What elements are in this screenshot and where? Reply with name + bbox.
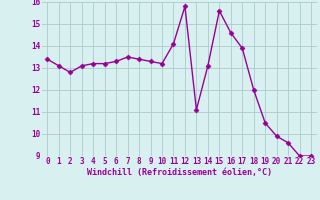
X-axis label: Windchill (Refroidissement éolien,°C): Windchill (Refroidissement éolien,°C) [87, 168, 272, 177]
